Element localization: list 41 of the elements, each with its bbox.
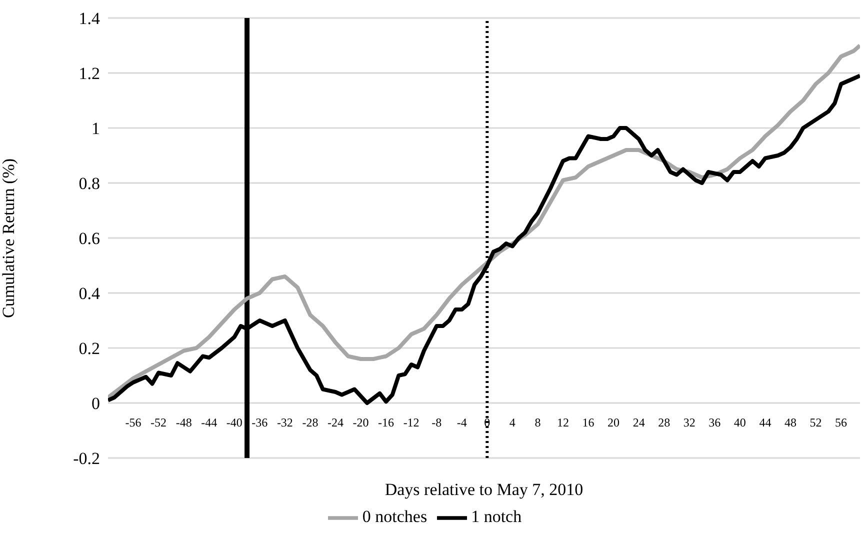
y-tick-label: 1.2 (78, 64, 100, 84)
x-tick-label: -32 (276, 416, 293, 430)
x-tick-label: 56 (835, 416, 848, 430)
x-tick-label: 32 (683, 416, 696, 430)
x-tick-label: -36 (252, 416, 268, 430)
x-tick-label: 28 (658, 416, 670, 430)
x-tick-label: 48 (784, 416, 796, 430)
x-tick-label: -8 (432, 416, 442, 430)
x-tick-label: -44 (201, 416, 218, 430)
x-tick-label: 20 (608, 416, 620, 430)
x-tick-label: 36 (708, 416, 721, 430)
x-tick-label: -56 (125, 416, 142, 430)
x-tick-label: -12 (403, 416, 420, 430)
x-tick-label: -4 (456, 416, 467, 430)
y-tick-label: 0 (92, 394, 100, 414)
x-tick-label: -28 (302, 416, 318, 430)
y-tick-label: 0.2 (78, 339, 100, 358)
legend-label: 1 notch (471, 506, 522, 526)
x-tick-label: -40 (226, 416, 242, 430)
x-tick-label: -16 (378, 416, 394, 430)
legend-label: 0 notches (362, 506, 428, 526)
x-tick-label: 44 (759, 416, 772, 430)
x-tick-label: -48 (176, 416, 192, 430)
x-tick-label: 24 (632, 416, 645, 430)
y-tick-label: 0.6 (78, 229, 100, 248)
x-tick-label: 16 (582, 416, 594, 430)
x-tick-label: -52 (150, 416, 167, 430)
y-tick-label: 0.4 (78, 284, 100, 304)
x-axis-title: Days relative to May 7, 2010 (384, 480, 584, 499)
y-tick-label: 1 (92, 119, 100, 138)
x-tick-label: 52 (810, 416, 822, 430)
x-tick-label: 4 (509, 416, 516, 430)
y-tick-label: 1.4 (78, 9, 100, 28)
x-tick-label: 12 (556, 416, 569, 430)
x-tick-label: -24 (327, 416, 344, 430)
x-tick-label: 40 (734, 416, 746, 430)
y-tick-label: -0.2 (73, 449, 100, 468)
x-tick-label: 8 (534, 416, 541, 430)
y-axis-title: Cumulative Return (%) (0, 158, 18, 318)
x-tick-label: -20 (352, 416, 369, 430)
y-tick-label: 0.8 (78, 174, 100, 194)
